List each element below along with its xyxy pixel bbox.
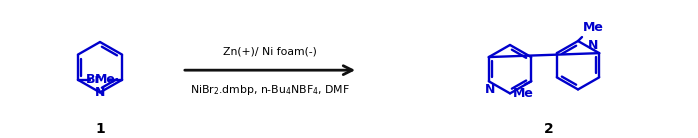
Text: N: N bbox=[484, 83, 495, 96]
Text: Me: Me bbox=[95, 73, 116, 86]
Text: 2: 2 bbox=[544, 122, 554, 136]
Text: 1: 1 bbox=[95, 122, 105, 136]
Text: N: N bbox=[95, 86, 105, 99]
Text: Br: Br bbox=[85, 73, 101, 86]
Text: Me: Me bbox=[583, 21, 604, 34]
Text: Me: Me bbox=[513, 87, 534, 100]
Text: N: N bbox=[588, 39, 598, 52]
Text: NiBr$_2$.dmbp, n-Bu$_4$NBF$_4$, DMF: NiBr$_2$.dmbp, n-Bu$_4$NBF$_4$, DMF bbox=[190, 83, 350, 97]
Text: Zn(+)/ Ni foam(-): Zn(+)/ Ni foam(-) bbox=[223, 46, 317, 56]
